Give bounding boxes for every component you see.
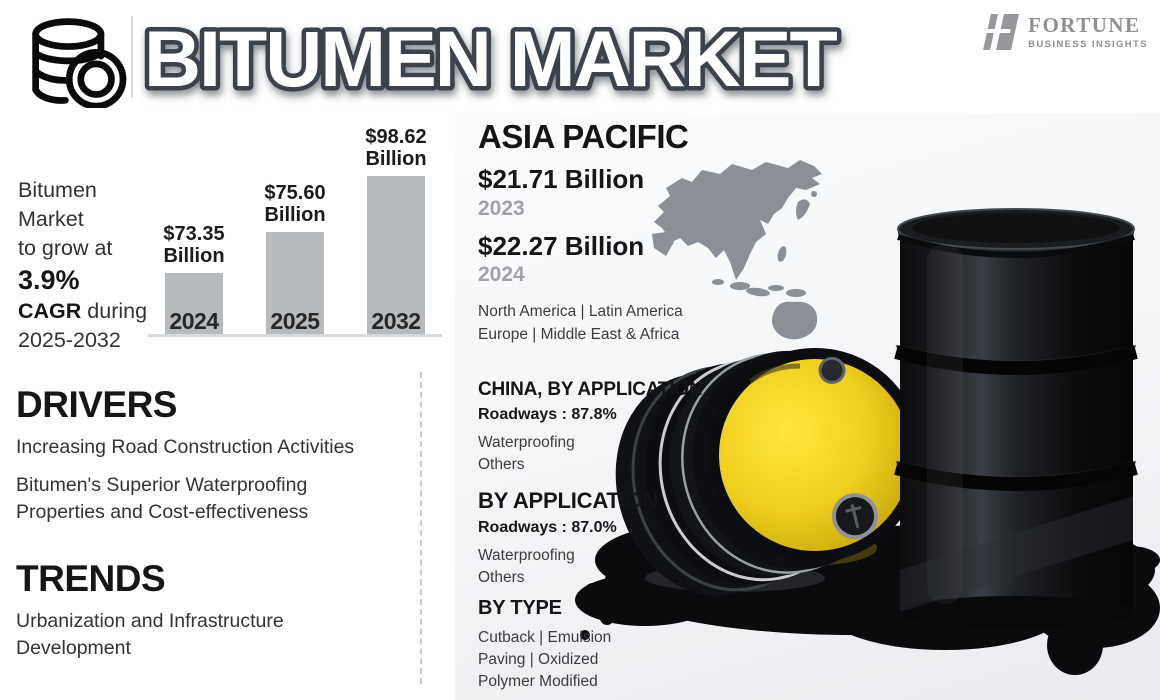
by-type-section: BY TYPE Cutback | Emulsion Paving | Oxid… [478,598,728,693]
bitumen-barrel-icon [32,18,127,108]
summary-line: Market [18,207,84,231]
type-item: Polymer Modified [478,673,598,690]
driver-item: Bitumen's Superior Waterproofing Propert… [16,474,309,523]
roadways-share: Roadways : 87.0% [478,519,617,536]
fortune-logo-icon [983,14,1020,50]
drivers-title: DRIVERS [16,384,177,425]
cagr-rate: 3.9% [18,265,80,295]
bar-year-label: 2025 [270,308,320,334]
trend-item: Urbanization and Infrastructure Developm… [16,610,284,659]
market-size-bar-chart: $73.35 Billion 2024 $75.60 Billion 2025 $9… [148,116,442,337]
forecast-period: 2025-2032 [18,328,121,352]
bar-value-label: $75.60 Billion [264,181,326,227]
trends-section: TRENDS Urbanization and Infrastructure D… [16,560,428,662]
header-divider [131,16,133,98]
trends-title: TRENDS [16,558,166,599]
drivers-section: DRIVERS Increasing Road Construction Act… [16,386,428,526]
bar-value-label: $98.62 Billion [365,125,427,171]
bar-year-label: 2024 [169,308,219,334]
fortune-business-insights-logo: FORTUNE BUSINESS INSIGHTS [981,12,1148,52]
china-by-application-section: CHINA, BY APPLICATION Roadways : 87.8% W… [478,380,728,476]
asia-pacific-block: ASIA PACIFIC $21.71 Billion 2023 $22.27 … [478,120,718,347]
other-regions: North America | Latin America Europe | M… [478,303,683,344]
title-banner: BITUMEN MARKET [140,10,844,108]
cagr-line: CAGR during [18,299,148,323]
yellow-barrel [615,348,922,596]
brand-tagline: BUSINESS INSIGHTS [1028,39,1148,50]
bar-2025: 2025 [266,232,324,334]
driver-item: Increasing Road Construction Activities [16,436,355,458]
market-value-2023: $21.71 Billion [478,164,645,194]
type-item: Paving | Oxidized [478,651,599,668]
growth-summary: Bitumen Market to grow at 3.9% CAGR duri… [18,176,178,355]
roadways-share: Roadways : 87.8% [478,406,617,423]
bar-year-label: 2032 [371,308,421,334]
section-title: BY APPLICATION [478,488,659,513]
page-title: BITUMEN MARKET [144,14,837,103]
application-item: Waterproofing [478,547,575,564]
bar-column-2025: $75.60 Billion 2025 [249,182,341,334]
asia-pacific-map [652,160,822,340]
year-2023: 2023 [478,196,525,220]
application-item: Waterproofing [478,434,575,451]
summary-line: Bitumen [18,178,97,202]
summary-line: to grow at [18,236,113,260]
application-item: Others [478,569,525,586]
bar-value-label: $73.35 Billion [163,222,225,268]
bar-column-2032: $98.62 Billion 2032 [350,126,442,334]
bar-column-2024: $73.35 Billion 2024 [148,223,240,334]
type-item: Cutback | Emulsion [478,629,612,646]
application-item: Others [478,456,525,473]
by-application-section: BY APPLICATION Roadways : 87.0% Waterpro… [478,490,728,589]
section-title: BY TYPE [478,597,562,619]
section-title: CHINA, BY APPLICATION [478,379,703,400]
brand-name: FORTUNE [1028,13,1141,37]
year-2024: 2024 [478,263,525,287]
bar-2024: 2024 [165,273,223,334]
column-dashed-divider [420,372,422,684]
black-barrel [894,208,1138,628]
market-value-2024: $22.27 Billion [478,230,645,261]
oil-barrels-illustration [575,208,1160,675]
bar-2032: 2032 [367,176,425,334]
region-title: ASIA PACIFIC [478,118,689,155]
